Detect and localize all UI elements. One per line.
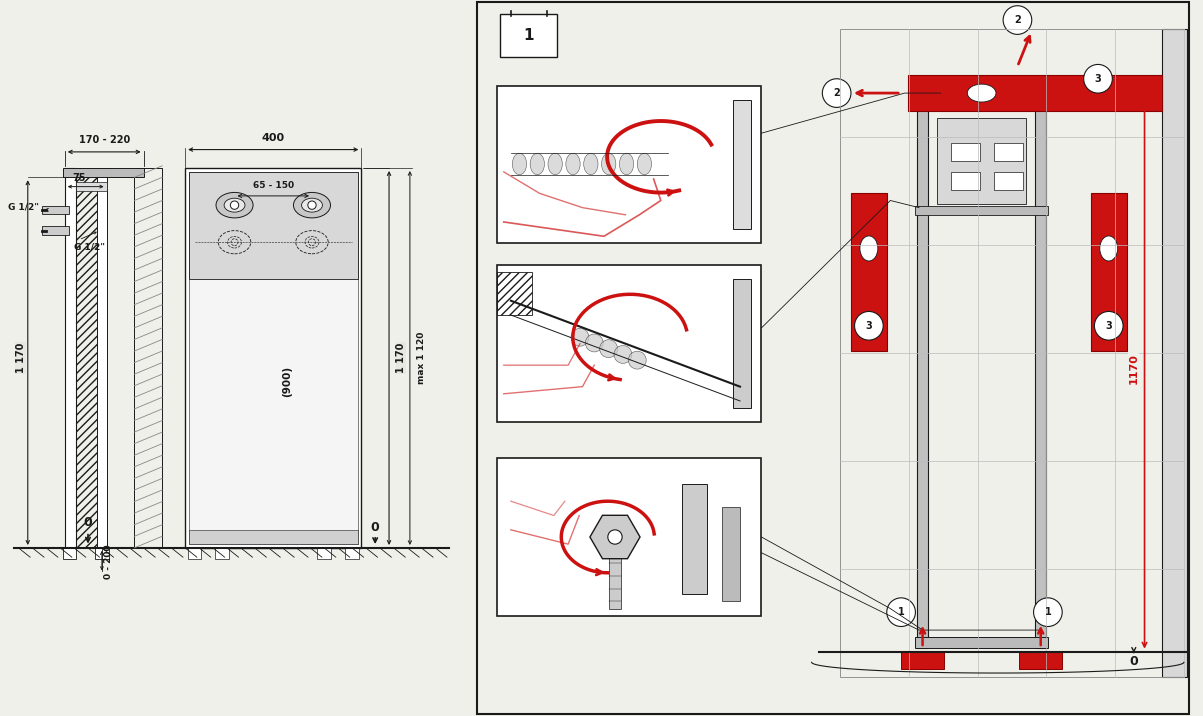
Bar [497, 265, 761, 422]
Text: 1 170: 1 170 [396, 343, 405, 373]
Bar [497, 86, 761, 243]
Ellipse shape [602, 153, 616, 175]
Bar [345, 548, 358, 559]
Ellipse shape [614, 346, 632, 364]
Ellipse shape [1100, 236, 1118, 261]
Bar [63, 168, 143, 178]
Bar [318, 548, 331, 559]
Bar [915, 206, 1048, 215]
Ellipse shape [854, 311, 883, 340]
Text: 400: 400 [262, 132, 285, 142]
Ellipse shape [302, 198, 322, 212]
Bar [733, 100, 751, 229]
Bar [497, 272, 533, 315]
Bar [840, 29, 1184, 677]
Ellipse shape [565, 153, 580, 175]
Ellipse shape [628, 352, 646, 369]
Bar [901, 652, 944, 669]
Ellipse shape [887, 598, 915, 626]
Ellipse shape [1084, 64, 1113, 93]
Text: 0 - 200: 0 - 200 [105, 544, 113, 579]
Text: 1: 1 [897, 607, 905, 617]
Ellipse shape [599, 339, 617, 357]
Text: 2: 2 [834, 88, 840, 98]
Ellipse shape [294, 193, 331, 218]
Ellipse shape [512, 153, 527, 175]
Ellipse shape [638, 153, 652, 175]
Bar [1162, 29, 1187, 677]
Bar [917, 86, 929, 648]
Bar [97, 168, 107, 548]
Bar [908, 75, 1162, 111]
Text: 1 170: 1 170 [16, 343, 25, 373]
Ellipse shape [1095, 311, 1124, 340]
Text: 0: 0 [371, 521, 379, 534]
Ellipse shape [608, 530, 622, 544]
Bar [42, 205, 70, 214]
Bar [42, 226, 70, 235]
Bar [994, 143, 1023, 161]
Bar [189, 172, 357, 279]
Bar [189, 172, 357, 544]
Ellipse shape [531, 153, 545, 175]
Text: max 1 120: max 1 120 [417, 332, 426, 384]
Bar [185, 168, 361, 548]
Bar [1035, 86, 1047, 648]
Bar [915, 637, 1048, 648]
Bar [952, 143, 980, 161]
Bar [95, 548, 108, 559]
Text: 0: 0 [84, 516, 93, 529]
Bar [952, 172, 980, 190]
Text: G 1/2": G 1/2" [8, 203, 40, 212]
Ellipse shape [823, 79, 851, 107]
Bar [609, 558, 621, 609]
Bar [188, 548, 201, 559]
Text: 2: 2 [1014, 15, 1021, 25]
Bar [682, 484, 707, 594]
Ellipse shape [620, 153, 634, 175]
Ellipse shape [230, 201, 238, 209]
Text: G 1/2": G 1/2" [75, 242, 105, 251]
Ellipse shape [583, 153, 598, 175]
Text: 1170: 1170 [1128, 353, 1139, 384]
Bar [497, 458, 761, 616]
Bar [851, 193, 887, 351]
Text: 65 - 150: 65 - 150 [253, 181, 294, 190]
Text: 75: 75 [72, 173, 85, 183]
Ellipse shape [860, 236, 878, 261]
Text: 3: 3 [865, 321, 872, 331]
Bar [135, 168, 162, 548]
Ellipse shape [549, 153, 562, 175]
Ellipse shape [217, 193, 253, 218]
Bar [77, 182, 107, 191]
Bar [937, 118, 1026, 204]
Bar [77, 168, 97, 548]
Ellipse shape [308, 201, 316, 209]
Text: 3: 3 [1095, 74, 1102, 84]
Bar [65, 168, 77, 548]
Bar [994, 172, 1023, 190]
Bar [189, 531, 357, 544]
Bar [500, 14, 557, 57]
Bar [215, 548, 230, 559]
Ellipse shape [1003, 6, 1032, 34]
Bar [63, 548, 77, 559]
Text: 1: 1 [523, 29, 534, 43]
Text: 1: 1 [1044, 607, 1051, 617]
Ellipse shape [1033, 598, 1062, 626]
Ellipse shape [586, 334, 603, 352]
Text: 3: 3 [1106, 321, 1112, 331]
Bar [1091, 193, 1127, 351]
Ellipse shape [967, 84, 996, 102]
Polygon shape [589, 516, 640, 558]
Text: (900): (900) [283, 366, 292, 397]
Bar [733, 279, 751, 408]
Bar [1019, 652, 1062, 669]
Text: 170 - 220: 170 - 220 [78, 135, 130, 145]
Ellipse shape [224, 198, 245, 212]
Bar [722, 507, 740, 601]
Text: 0: 0 [1130, 655, 1138, 668]
Ellipse shape [571, 328, 589, 346]
